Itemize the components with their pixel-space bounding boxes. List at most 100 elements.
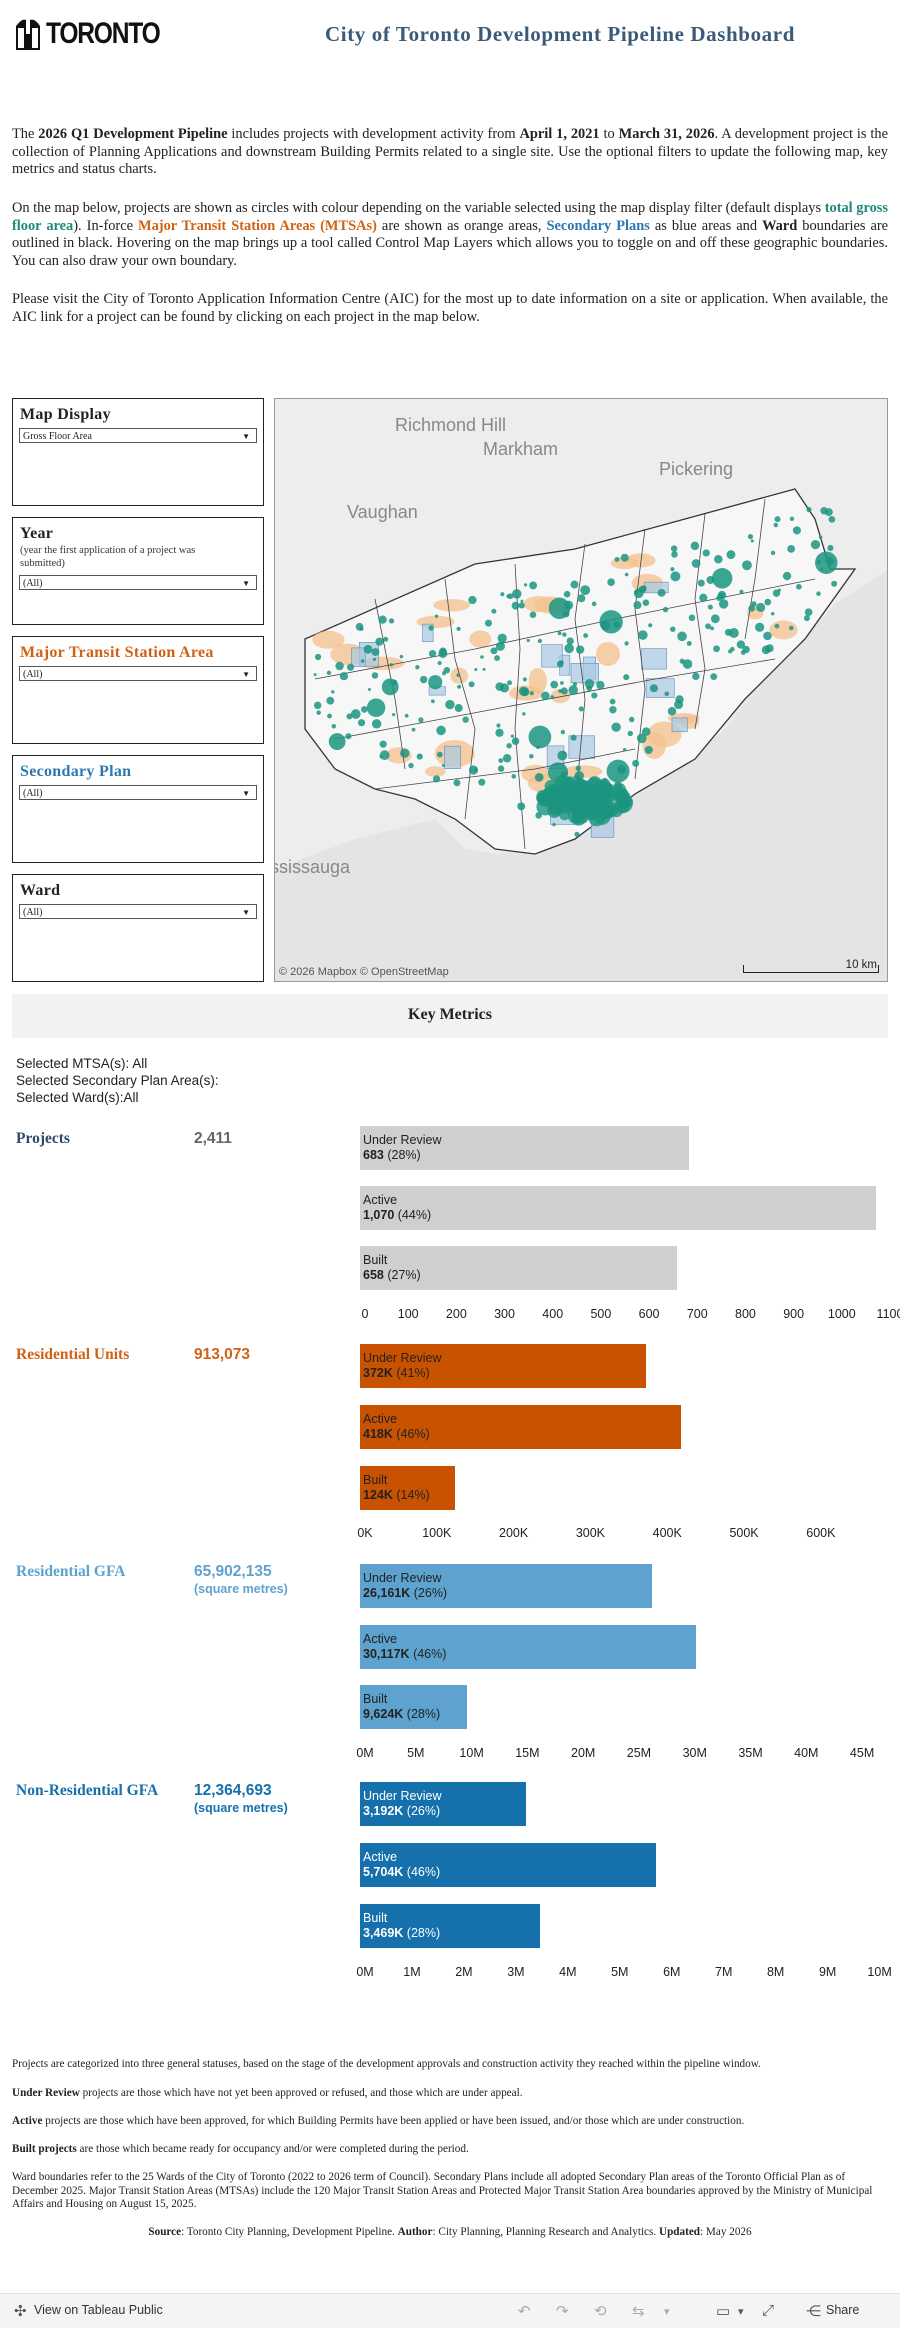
project-circle[interactable] — [638, 630, 648, 640]
project-circle[interactable] — [502, 754, 512, 763]
project-circle[interactable] — [495, 728, 504, 737]
project-circle[interactable] — [499, 683, 510, 693]
project-circle[interactable] — [313, 673, 317, 677]
project-circle[interactable] — [827, 544, 834, 552]
filter-dropdown[interactable]: (All) ▼ — [19, 904, 257, 919]
project-circle[interactable] — [550, 680, 559, 689]
project-circle[interactable] — [563, 590, 571, 598]
project-circle[interactable] — [815, 551, 838, 574]
project-circle[interactable] — [750, 539, 754, 543]
project-circle[interactable] — [742, 560, 752, 571]
secondary-plan-area[interactable] — [541, 644, 563, 668]
project-circle[interactable] — [648, 623, 653, 628]
project-circle[interactable] — [611, 722, 621, 732]
project-circle[interactable] — [831, 580, 838, 587]
status-bar[interactable]: Under Review 26,161K (26%) — [360, 1564, 652, 1608]
project-circle[interactable] — [567, 788, 575, 796]
project-circle[interactable] — [363, 644, 373, 654]
project-circle[interactable] — [763, 631, 772, 641]
project-circle[interactable] — [557, 750, 568, 761]
project-circle[interactable] — [572, 682, 578, 687]
project-circle[interactable] — [641, 727, 651, 736]
project-circle[interactable] — [824, 508, 833, 517]
status-bar[interactable]: Active 5,704K (46%) — [360, 1843, 657, 1887]
project-circle[interactable] — [580, 585, 591, 596]
project-circle[interactable] — [707, 604, 713, 610]
project-circle[interactable] — [633, 601, 642, 610]
project-circle[interactable] — [522, 712, 526, 716]
project-circle[interactable] — [622, 747, 627, 752]
project-circle[interactable] — [529, 753, 534, 759]
project-circle[interactable] — [636, 733, 647, 744]
project-circle[interactable] — [536, 745, 540, 750]
project-circle[interactable] — [468, 595, 477, 605]
project-circle[interactable] — [528, 725, 552, 749]
project-circle[interactable] — [400, 748, 410, 758]
project-circle[interactable] — [497, 633, 507, 643]
project-circle[interactable] — [415, 665, 420, 670]
project-circle[interactable] — [537, 638, 543, 644]
filter-dropdown[interactable]: (All) ▼ — [19, 666, 257, 681]
project-circle[interactable] — [657, 588, 666, 597]
project-circle[interactable] — [818, 535, 823, 539]
project-circle[interactable] — [428, 650, 437, 658]
project-circle[interactable] — [670, 545, 678, 552]
project-circle[interactable] — [456, 626, 461, 631]
project-circle[interactable] — [372, 657, 376, 661]
project-circle[interactable] — [366, 698, 386, 717]
project-circle[interactable] — [326, 670, 332, 676]
project-circle[interactable] — [644, 745, 653, 754]
secondary-plan-area[interactable] — [422, 623, 434, 643]
filter-dropdown[interactable]: Gross Floor Area ▼ — [19, 428, 257, 443]
project-circle[interactable] — [497, 765, 505, 772]
project-circle[interactable] — [686, 641, 692, 646]
dropdown-arrow-icon[interactable]: ▼ — [242, 789, 250, 798]
project-circle[interactable] — [360, 659, 365, 663]
secondary-plan-area[interactable] — [444, 745, 461, 770]
project-circle[interactable] — [770, 550, 776, 556]
project-circle[interactable] — [462, 716, 469, 723]
project-circle[interactable] — [711, 568, 733, 589]
project-circle[interactable] — [591, 601, 597, 607]
project-circle[interactable] — [357, 719, 366, 727]
project-circle[interactable] — [560, 681, 564, 685]
secondary-plan-area[interactable] — [641, 648, 667, 670]
project-circle[interactable] — [577, 594, 586, 603]
project-circle[interactable] — [787, 545, 796, 553]
toronto-logo[interactable]: TORONTO — [14, 14, 184, 54]
project-circle[interactable] — [383, 636, 389, 642]
project-circle[interactable] — [575, 645, 585, 654]
project-circle[interactable] — [662, 606, 669, 613]
project-circle[interactable] — [327, 713, 332, 719]
project-circle[interactable] — [523, 583, 528, 587]
project-circle[interactable] — [774, 623, 780, 629]
status-bar[interactable]: Under Review 372K (41%) — [360, 1344, 646, 1388]
project-circle[interactable] — [494, 655, 500, 661]
project-circle[interactable] — [526, 638, 530, 643]
project-circle[interactable] — [411, 727, 416, 732]
dropdown-arrow-icon[interactable]: ▼ — [242, 579, 250, 588]
project-circle[interactable] — [453, 779, 461, 787]
project-circle[interactable] — [511, 601, 520, 610]
project-circle[interactable] — [534, 772, 544, 782]
project-circle[interactable] — [416, 753, 423, 760]
project-circle[interactable] — [496, 723, 501, 728]
secondary-plan-area[interactable] — [351, 647, 366, 667]
project-circle[interactable] — [490, 647, 498, 655]
project-circle[interactable] — [350, 709, 361, 719]
project-circle[interactable] — [584, 679, 595, 689]
project-circle[interactable] — [617, 765, 626, 774]
project-circle[interactable] — [371, 648, 380, 656]
project-circle[interactable] — [557, 631, 562, 636]
mtsa-area[interactable] — [424, 766, 446, 777]
project-circle[interactable] — [692, 672, 700, 681]
project-circle[interactable] — [468, 681, 475, 688]
project-circle[interactable] — [520, 599, 524, 603]
project-circle[interactable] — [578, 706, 584, 712]
project-circle[interactable] — [511, 737, 520, 745]
project-circle[interactable] — [726, 550, 736, 560]
project-circle[interactable] — [674, 700, 684, 710]
project-circle[interactable] — [677, 631, 687, 642]
project-circle[interactable] — [482, 667, 486, 671]
project-circle[interactable] — [671, 551, 678, 558]
